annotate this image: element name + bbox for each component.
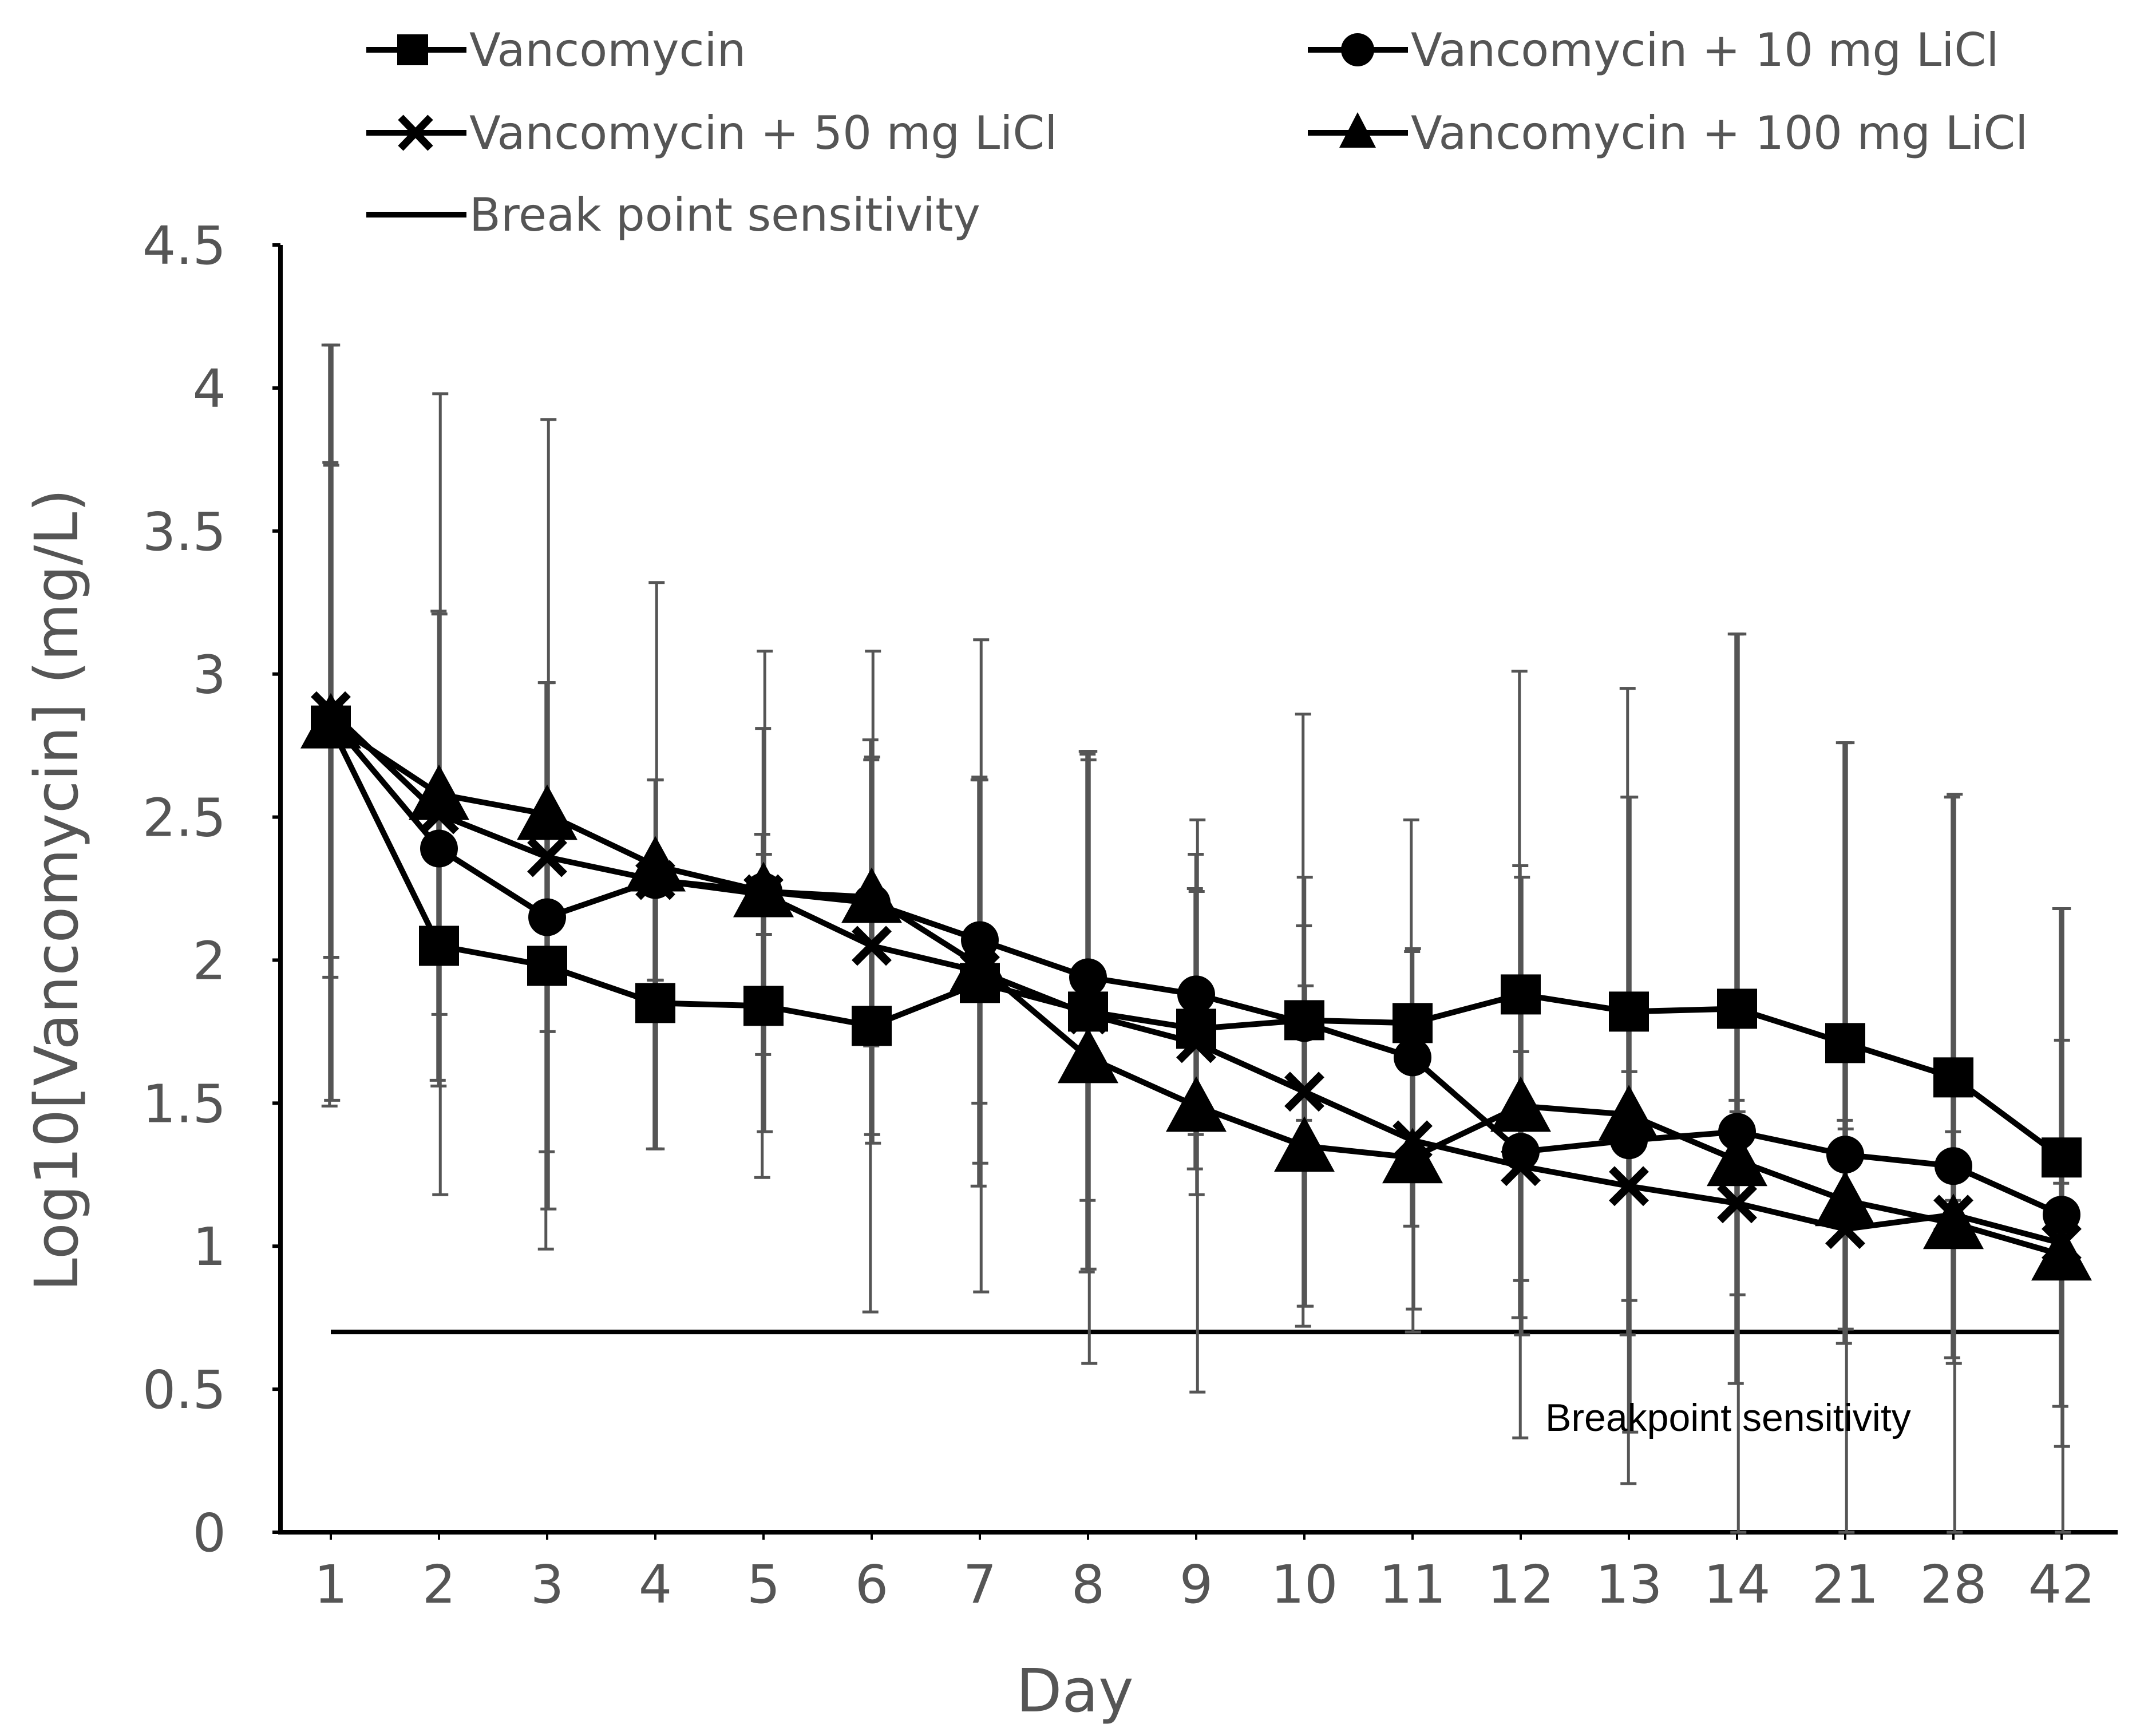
data-point-vancomycin-100-mg-licl [1815,1170,1876,1227]
data-point-vancomycin-50-mg-licl [527,837,567,877]
x-tick-label: 6 [855,1554,889,1615]
data-point-vancomycin-10-mg-licl [528,898,566,936]
data-point-vancomycin [635,983,675,1023]
x-tick-label: 8 [1071,1554,1105,1615]
data-point-vancomycin-100-mg-licl [2031,1225,2092,1281]
data-point-vancomycin-100-mg-licl [1490,1076,1551,1132]
data-point-vancomycin-100-mg-licl [733,861,794,918]
data-point-vancomycin-10-mg-licl [1285,1004,1323,1042]
x-tick-label: 4 [639,1554,673,1615]
data-point-vancomycin-50-mg-licl [1284,1071,1324,1112]
data-point-vancomycin [419,926,459,966]
data-point-vancomycin-100-mg-licl [1058,1027,1118,1083]
legend-label-vancomycin-100mg: Vancomycin + 100 mg LiCl [1411,106,2028,160]
y-tick-label: 2.5 [143,788,226,849]
legend-label-vancomycin-10mg: Vancomycin + 10 mg LiCl [1411,23,1999,77]
legend-item-break-point: Break point sensitivity [366,188,980,242]
data-point-vancomycin [1501,974,1541,1015]
y-tick-label: 0 [192,1502,226,1564]
data-point-vancomycin-100-mg-licl [1382,1128,1443,1184]
y-tick-label: 2 [192,930,226,991]
error-bars [321,343,2071,1534]
x-tick-label: 10 [1271,1554,1338,1615]
x-tick-label: 21 [1811,1554,1878,1615]
x-axis-title: Day [1016,1656,1133,1726]
data-point-vancomycin-50-mg-licl [1068,994,1108,1035]
y-ticks: 0 0.5 1 1.5 2 2.5 3 3.5 4 4.5 [143,215,280,1564]
y-tick-label: 1.5 [143,1073,226,1134]
x-tick-label: 2 [422,1554,456,1615]
legend: Vancomycin Vancomycin + 10 mg LiCl Vanco… [366,23,2028,242]
data-point-vancomycin-10-mg-licl [1935,1147,1972,1185]
data-point-vancomycin-100-mg-licl [1274,1116,1335,1172]
data-point-vancomycin-50-mg-licl [852,926,892,966]
data-point-vancomycin-100-mg-licl [1166,1076,1227,1132]
data-point-vancomycin-10-mg-licl [1826,1136,1864,1174]
data-point-vancomycin-100-mg-licl [409,764,469,820]
legend-label-vancomycin-50mg: Vancomycin + 50 mg LiCl [469,106,1058,160]
data-point-vancomycin-100-mg-licl [517,784,577,840]
breakpoint-annotation: Breakpoint sensitivity [1545,1396,1911,1440]
x-tick-label: 11 [1379,1554,1446,1615]
x-tick-label: 1 [314,1554,348,1615]
x-ticks: 1 2 3 4 5 6 7 8 9 10 11 12 13 14 21 28 42 [314,1532,2095,1615]
y-tick-label: 4 [192,358,226,420]
data-point-vancomycin [527,946,567,986]
data-point-vancomycin-100-mg-licl [1599,1085,1659,1141]
data-point-vancomycin [1609,991,1649,1032]
y-tick-label: 3.5 [143,501,226,563]
data-point-vancomycin-10-mg-licl [1177,975,1215,1014]
x-tick-label: 28 [1920,1554,1987,1615]
data-point-vancomycin [1393,1003,1433,1043]
data-point-vancomycin-100-mg-licl [300,693,361,749]
data-point-vancomycin-10-mg-licl [1069,958,1107,996]
x-tick-label: 3 [531,1554,564,1615]
data-point-vancomycin-100-mg-licl [841,867,902,923]
data-point-vancomycin-10-mg-licl [420,829,458,868]
y-tick-label: 4.5 [143,215,226,276]
x-tick-label: 13 [1595,1554,1662,1615]
x-tick-label: 42 [2028,1554,2095,1615]
legend-item-vancomycin-50mg: Vancomycin + 50 mg LiCl [366,106,1058,160]
data-point-vancomycin [1933,1057,1973,1098]
data-point-vancomycin-10-mg-licl [1394,1038,1431,1077]
data-point-vancomycin-100-mg-licl [950,936,1010,992]
data-point-vancomycin-100-mg-licl [1923,1193,1984,1249]
data-point-vancomycin-50-mg-licl [1501,1146,1541,1187]
data-point-vancomycin-10-mg-licl [2043,1196,2080,1234]
series-markers [300,691,2092,1281]
data-point-vancomycin [743,986,784,1026]
legend-label-vancomycin: Vancomycin [469,23,746,77]
error-bar [1730,632,1747,1534]
legend-item-vancomycin-10mg: Vancomycin + 10 mg LiCl [1308,23,1999,77]
legend-item-vancomycin-100mg: Vancomycin + 100 mg LiCl [1308,106,2028,160]
data-point-vancomycin [852,1006,892,1046]
y-tick-label: 3 [192,644,226,706]
data-point-vancomycin-100-mg-licl [625,836,686,892]
data-point-vancomycin [1717,988,1757,1029]
axes: 00.511.522.533.544.5 1 2 3 4 5 6 7 8 9 10 11 12 13 14… [143,215,2118,1615]
legend-label-break-point: Break point sensitivity [469,188,980,242]
y-tick-label: 0.5 [143,1359,226,1421]
legend-item-vancomycin: Vancomycin [366,23,746,77]
y-axis-title: Log10[Vancomycin] (mg/L) [22,489,92,1291]
x-tick-label: 7 [963,1554,997,1615]
data-point-vancomycin-100-mg-licl [1707,1130,1767,1187]
y-tick-label: 1 [192,1216,226,1278]
data-point-vancomycin [1825,1023,1865,1063]
x-tick-label: 5 [747,1554,781,1615]
x-tick-label: 9 [1180,1554,1213,1615]
data-point-vancomycin [2042,1137,2082,1178]
x-tick-label: 14 [1703,1554,1770,1615]
data-point-vancomycin-50-mg-licl [1717,1183,1757,1224]
data-point-vancomycin-50-mg-licl [1609,1166,1649,1207]
x-tick-label: 12 [1487,1554,1554,1615]
data-point-vancomycin-50-mg-licl [1176,1023,1216,1063]
